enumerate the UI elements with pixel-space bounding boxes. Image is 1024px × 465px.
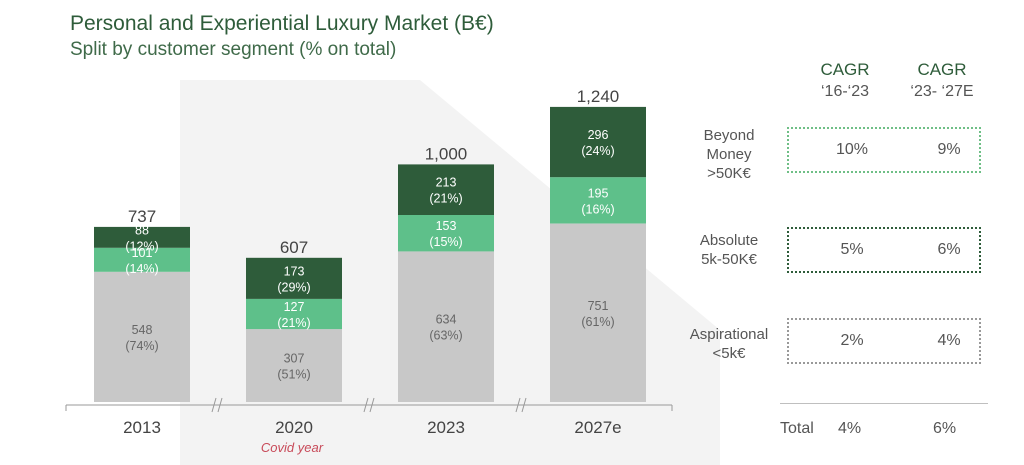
- bar-value-label: 751: [588, 299, 609, 313]
- x-tick-label: 2027e: [574, 418, 621, 437]
- axis-break-mark: [515, 397, 521, 413]
- cagr-value: 10%: [835, 141, 869, 158]
- total-divider: [780, 403, 988, 404]
- bar-value-label: 548: [132, 323, 153, 337]
- bar-percent-label: (12%): [125, 239, 158, 253]
- bar-value-label: 173: [284, 264, 305, 278]
- bar-segment-beyond-money-2027e: [550, 106, 646, 178]
- axis-break-mark: [369, 397, 375, 413]
- bar-segment-aspirational-2027e: [550, 223, 646, 402]
- bar-segment-absolute-2020: [246, 298, 342, 330]
- cagr-value: 6%: [937, 241, 961, 258]
- bar-value-label: 296: [588, 128, 609, 142]
- bar-percent-label: (21%): [429, 192, 462, 206]
- bar-segment-aspirational-2023: [398, 251, 494, 402]
- bar-percent-label: (74%): [125, 339, 158, 353]
- bar-percent-label: (63%): [429, 329, 462, 343]
- segment-label-aspirational: Aspirational <5k€: [689, 326, 769, 362]
- cagr-box-beyond-money: 10% 9%: [787, 127, 981, 173]
- bar-percent-label: (21%): [277, 316, 310, 330]
- axis-break-mark: [211, 397, 217, 413]
- cagr-value: 5%: [840, 241, 864, 258]
- bar-segment-beyond-money-2020: [246, 257, 342, 299]
- bar-segment-absolute-2023: [398, 215, 494, 252]
- covid-year-annotation: Covid year: [260, 440, 324, 455]
- axis-break-mark: [521, 397, 527, 413]
- bar-segment-absolute-2013: [94, 247, 190, 272]
- segment-label-beyond-money: Beyond Money >50K€: [703, 127, 755, 182]
- cagr-value: 2%: [840, 332, 864, 349]
- total-cagr-2: 6%: [933, 420, 957, 437]
- bar-percent-label: (51%): [277, 368, 310, 382]
- bar-value-label: 213: [436, 176, 457, 190]
- chart-subtitle: Split by customer segment (% on total): [70, 39, 397, 60]
- segment-label-absolute: Absolute 5k-50K€: [699, 232, 759, 268]
- bar-value-label: 153: [436, 219, 457, 233]
- cagr-box-aspirational: 2% 4%: [787, 318, 981, 364]
- bar-segment-beyond-money-2013: [94, 226, 190, 248]
- bar-percent-label: (24%): [581, 144, 614, 158]
- cagr-value: 4%: [937, 332, 961, 349]
- bar-value-label: 195: [588, 186, 609, 200]
- bar-value-label: 88: [135, 223, 149, 237]
- x-tick-label: 2020: [275, 418, 313, 437]
- bar-total-label: 737: [128, 207, 156, 226]
- x-tick-label: 2013: [123, 418, 161, 437]
- bar-total-label: 1,240: [577, 87, 620, 106]
- bar-segment-aspirational-2020: [246, 329, 342, 402]
- bar-total-label: 1,000: [425, 144, 468, 163]
- bar-total-label: 607: [280, 238, 308, 257]
- bar-percent-label: (14%): [125, 262, 158, 276]
- bar-percent-label: (61%): [581, 315, 614, 329]
- cagr-box-absolute: 5% 6%: [787, 227, 981, 273]
- x-tick-label: 2023: [427, 418, 465, 437]
- x-axis: 2013 2020 2023 2027e: [65, 397, 673, 437]
- total-label: Total: [780, 420, 814, 437]
- cagr-header-2: CAGR: [917, 60, 967, 79]
- bar-percent-label: (29%): [277, 280, 310, 294]
- bar-segment-absolute-2027e: [550, 177, 646, 224]
- bar-percent-label: (15%): [429, 235, 462, 249]
- bar-segment-aspirational-2013: [94, 271, 190, 402]
- cagr-value: 9%: [937, 141, 961, 158]
- cagr-period-2: ‘23- ‘27E: [910, 83, 974, 100]
- bar-value-label: 307: [284, 352, 305, 366]
- bar-percent-label: (16%): [581, 202, 614, 216]
- axis-break-mark: [363, 397, 369, 413]
- bars-layer: 548 (74%) 101 (14%) 88 (12%) 737 307 (51%) 127 (21…: [94, 87, 646, 402]
- bar-segment-beyond-money-2023: [398, 164, 494, 215]
- chart-title: Personal and Experiential Luxury Market …: [70, 12, 494, 35]
- bar-value-label: 101: [132, 246, 153, 260]
- bar-value-label: 634: [436, 313, 457, 327]
- cagr-period-1: ‘16-‘23: [820, 83, 870, 100]
- cagr-header-1: CAGR: [820, 60, 870, 79]
- total-cagr-1: 4%: [838, 420, 862, 437]
- bar-value-label: 127: [284, 300, 305, 314]
- axis-break-mark: [217, 397, 223, 413]
